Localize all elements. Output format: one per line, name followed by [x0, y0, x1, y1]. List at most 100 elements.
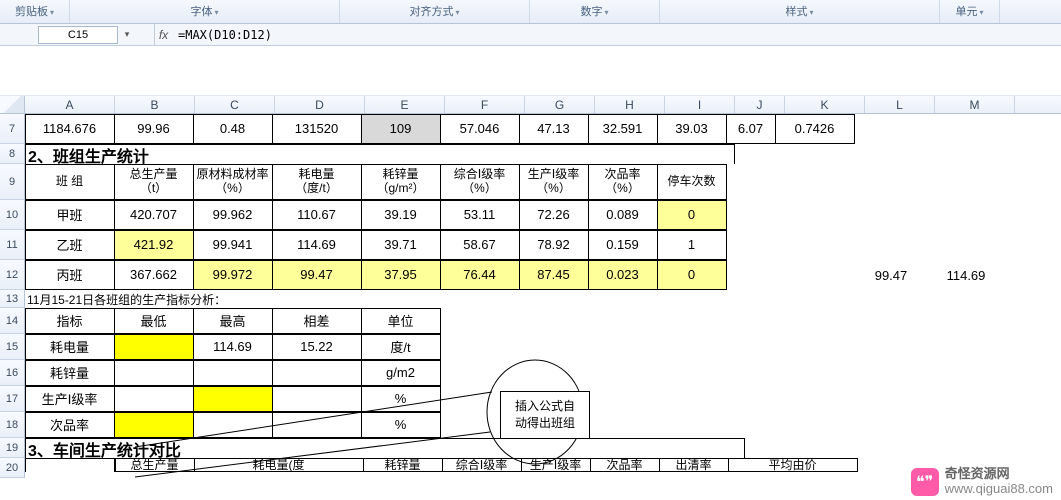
- cell[interactable]: [193, 412, 273, 438]
- cell[interactable]: [114, 334, 194, 360]
- cell[interactable]: %: [361, 386, 441, 412]
- cell[interactable]: 耗电量(度: [194, 458, 364, 472]
- cell[interactable]: [193, 386, 273, 412]
- cell[interactable]: 丙班: [25, 260, 115, 290]
- col-header-J[interactable]: J: [735, 96, 785, 113]
- cell[interactable]: 99.962: [193, 200, 273, 230]
- col-header-C[interactable]: C: [195, 96, 275, 113]
- cell[interactable]: 单位: [361, 308, 441, 334]
- cell[interactable]: 度/t: [361, 334, 441, 360]
- namebox-dropdown-icon[interactable]: ▾: [120, 29, 134, 40]
- cell[interactable]: 0: [657, 260, 727, 290]
- cell[interactable]: 78.92: [519, 230, 589, 260]
- row-header-9[interactable]: 9: [0, 164, 25, 200]
- cell[interactable]: 最高: [193, 308, 273, 334]
- col-header-D[interactable]: D: [275, 96, 365, 113]
- cell[interactable]: 87.45: [519, 260, 589, 290]
- cell[interactable]: 相差: [272, 308, 362, 334]
- row-header-15[interactable]: 15: [0, 334, 25, 360]
- fx-icon[interactable]: fx: [154, 24, 172, 45]
- cell[interactable]: 0.023: [588, 260, 658, 290]
- cell[interactable]: 乙班: [25, 230, 115, 260]
- cell[interactable]: 0.159: [588, 230, 658, 260]
- cell[interactable]: [272, 386, 362, 412]
- cell[interactable]: 生产Ⅰ级率（%）: [519, 164, 589, 200]
- cell[interactable]: 总生产量: [115, 458, 195, 472]
- cell[interactable]: [272, 412, 362, 438]
- cell[interactable]: [776, 260, 856, 290]
- cell[interactable]: 109: [361, 114, 441, 144]
- row-header-12[interactable]: 12: [0, 260, 25, 290]
- cell[interactable]: %: [361, 412, 441, 438]
- cell[interactable]: 3、车间生产统计对比: [25, 438, 745, 458]
- cell[interactable]: 原材料成材率（%）: [193, 164, 273, 200]
- row-header-11[interactable]: 11: [0, 230, 25, 260]
- cell[interactable]: [114, 360, 194, 386]
- cell[interactable]: [726, 260, 776, 290]
- col-header-L[interactable]: L: [865, 96, 935, 113]
- col-header-K[interactable]: K: [785, 96, 865, 113]
- ribbon-group[interactable]: 字体: [70, 0, 340, 23]
- cell[interactable]: 次品率: [25, 412, 115, 438]
- row-header-17[interactable]: 17: [0, 386, 25, 412]
- cell[interactable]: 420.707: [114, 200, 194, 230]
- cell[interactable]: 停车次数: [657, 164, 727, 200]
- cell[interactable]: [272, 360, 362, 386]
- cell[interactable]: 生产Ⅰ级率: [521, 458, 591, 472]
- cell[interactable]: 0.7426: [775, 114, 855, 144]
- cell[interactable]: 1: [657, 230, 727, 260]
- cell[interactable]: 2、班组生产统计: [25, 144, 735, 164]
- cell[interactable]: 耗锌量: [363, 458, 443, 472]
- ribbon-group[interactable]: 剪贴板: [0, 0, 70, 23]
- cell[interactable]: 指标: [25, 308, 115, 334]
- cell[interactable]: 1184.676: [25, 114, 115, 144]
- cell[interactable]: 班 组: [25, 164, 115, 200]
- cell[interactable]: 6.07: [726, 114, 776, 144]
- col-header-A[interactable]: A: [25, 96, 115, 113]
- ribbon-group[interactable]: 对齐方式: [340, 0, 530, 23]
- row-header-18[interactable]: 18: [0, 412, 25, 438]
- cell[interactable]: 综合Ⅰ级率: [442, 458, 522, 472]
- cell[interactable]: 耗电量: [25, 334, 115, 360]
- sheet-area[interactable]: 插入公式自动得出班组 1184.67699.960.4813152010957.…: [25, 114, 1061, 478]
- select-all-corner[interactable]: [0, 96, 25, 113]
- cell[interactable]: g/m2: [361, 360, 441, 386]
- ribbon-group[interactable]: 样式: [660, 0, 940, 23]
- cell[interactable]: 99.96: [114, 114, 194, 144]
- cell[interactable]: 耗锌量: [25, 360, 115, 386]
- cell[interactable]: 99.47: [272, 260, 362, 290]
- cell[interactable]: 131520: [272, 114, 362, 144]
- cell[interactable]: 114.69: [193, 334, 273, 360]
- col-header-H[interactable]: H: [595, 96, 665, 113]
- cell[interactable]: 421.92: [114, 230, 194, 260]
- row-header-8[interactable]: 8: [0, 144, 25, 164]
- ribbon-group[interactable]: 数字: [530, 0, 660, 23]
- cell[interactable]: 53.11: [440, 200, 520, 230]
- row-header-16[interactable]: 16: [0, 360, 25, 386]
- cell[interactable]: 次品率: [590, 458, 660, 472]
- row-header-10[interactable]: 10: [0, 200, 25, 230]
- cell[interactable]: 114.69: [926, 260, 1006, 290]
- cell[interactable]: 生产Ⅰ级率: [25, 386, 115, 412]
- col-header-B[interactable]: B: [115, 96, 195, 113]
- ribbon-group[interactable]: 单元: [940, 0, 1000, 23]
- cell[interactable]: 39.71: [361, 230, 441, 260]
- cell[interactable]: 99.941: [193, 230, 273, 260]
- cell[interactable]: 37.95: [361, 260, 441, 290]
- cell[interactable]: 47.13: [519, 114, 589, 144]
- cell[interactable]: 耗电量（度/t）: [272, 164, 362, 200]
- cell[interactable]: 平均由价: [728, 458, 858, 472]
- cell[interactable]: 0.089: [588, 200, 658, 230]
- cell[interactable]: 综合Ⅰ级率（%）: [440, 164, 520, 200]
- col-header-F[interactable]: F: [445, 96, 525, 113]
- cell[interactable]: 99.47: [856, 260, 926, 290]
- cell[interactable]: 39.03: [657, 114, 727, 144]
- col-header-G[interactable]: G: [525, 96, 595, 113]
- cell[interactable]: 总生产量（t）: [114, 164, 194, 200]
- cell[interactable]: 58.67: [440, 230, 520, 260]
- cell[interactable]: 次品率（%）: [588, 164, 658, 200]
- cell[interactable]: [114, 386, 194, 412]
- cell[interactable]: [114, 412, 194, 438]
- cell[interactable]: 99.972: [193, 260, 273, 290]
- cell[interactable]: 39.19: [361, 200, 441, 230]
